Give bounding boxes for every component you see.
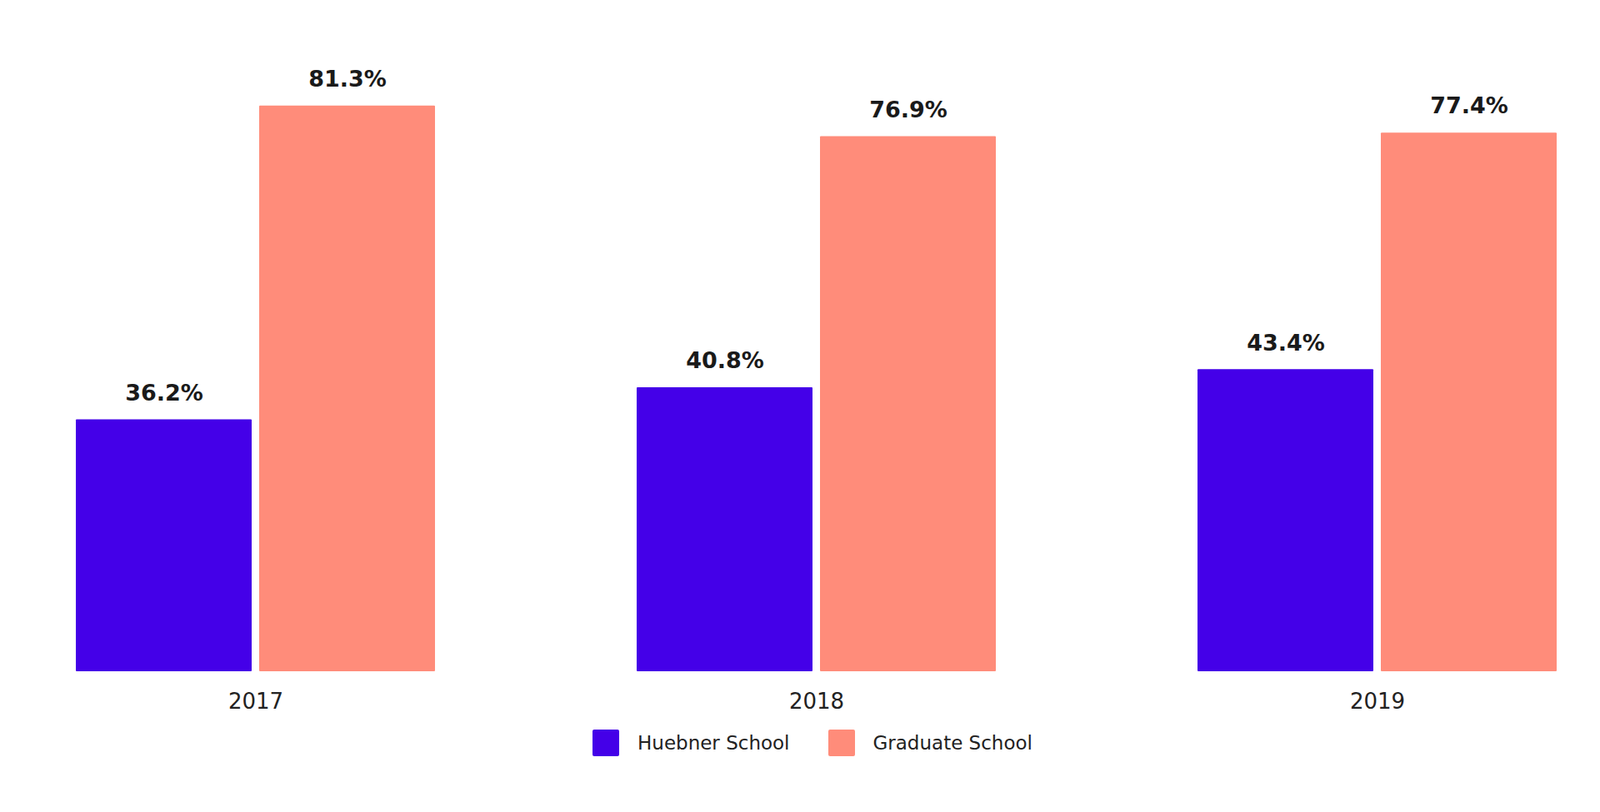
svg-text:81.3%: 81.3% bbox=[308, 65, 387, 92]
svg-text:2019: 2019 bbox=[1350, 689, 1405, 715]
svg-text:43.4%: 43.4% bbox=[1246, 330, 1325, 356]
html-text:Graduate School: Graduate School bbox=[872, 732, 1033, 755]
svg-text:2018: 2018 bbox=[789, 689, 845, 715]
svg-text:40.8%: 40.8% bbox=[685, 347, 765, 374]
svg-text:2017: 2017 bbox=[228, 689, 284, 715]
html-text:Huebner School: Huebner School bbox=[637, 732, 790, 755]
svg-text:76.9%: 76.9% bbox=[869, 96, 948, 123]
svg-text:36.2%: 36.2% bbox=[125, 380, 204, 406]
svg-text:77.4%: 77.4% bbox=[1430, 92, 1509, 119]
